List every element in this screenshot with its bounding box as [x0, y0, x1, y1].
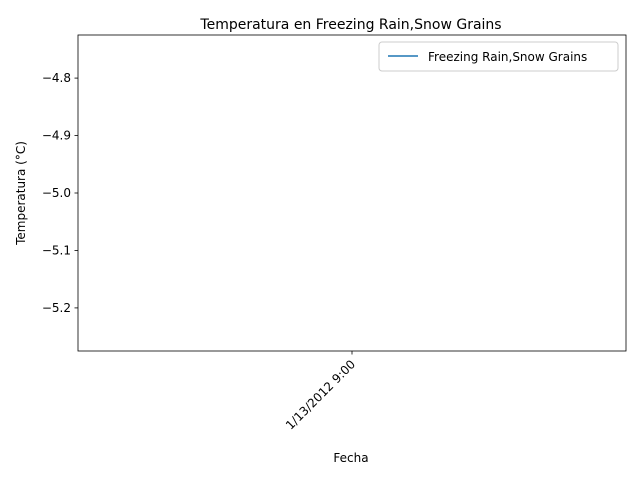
y-axis: −4.8 −4.9 −5.0 −5.1 −5.2 — [42, 71, 78, 315]
y-axis-label: Temperatura (°C) — [14, 141, 28, 246]
plot-area — [77, 34, 627, 352]
chart-title: Temperatura en Freezing Rain,Snow Grains — [199, 17, 501, 33]
legend-label: Freezing Rain,Snow Grains — [428, 50, 587, 64]
y-tick-label: −4.9 — [42, 129, 71, 143]
legend: Freezing Rain,Snow Grains — [378, 41, 619, 72]
y-tick-label: −5.0 — [42, 186, 71, 200]
x-tick-label: 1/13/2012 9:00 — [283, 357, 358, 432]
plot-frame — [77, 34, 627, 352]
x-axis: 1/13/2012 9:00 — [283, 351, 358, 432]
legend-box — [378, 41, 619, 72]
y-tick-label: −4.8 — [42, 71, 71, 85]
y-tick-label: −5.2 — [42, 301, 71, 315]
x-axis-label: Fecha — [333, 451, 368, 465]
y-tick-label: −5.1 — [42, 243, 71, 257]
